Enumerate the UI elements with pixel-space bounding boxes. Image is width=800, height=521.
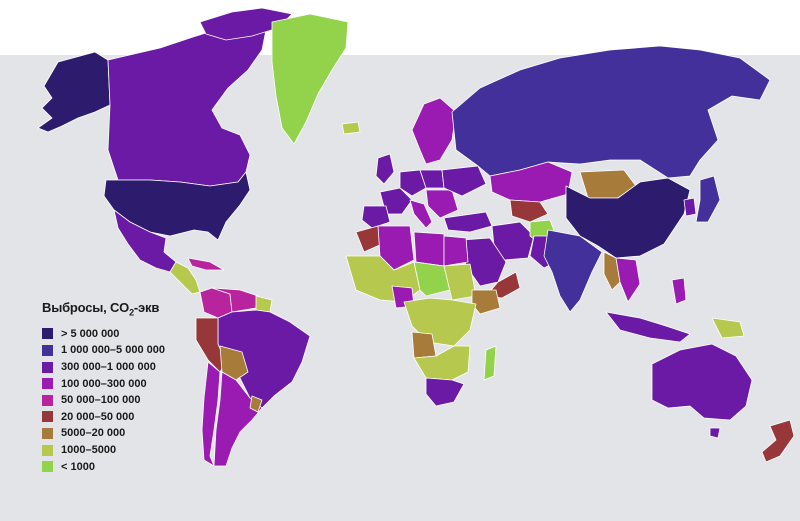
legend-swatch — [42, 444, 53, 456]
legend-row: > 5 000 000 — [42, 326, 256, 343]
legend-row: 100 000–300 000 — [42, 375, 256, 392]
legend-row: 1000–5000 — [42, 442, 256, 459]
country-myanmar — [603, 251, 621, 291]
legend-swatch — [42, 328, 53, 340]
country-australia — [651, 343, 753, 421]
country-cuba — [187, 257, 225, 271]
legend-label: 5000–20 000 — [61, 427, 126, 440]
legend-label: 100 000–300 000 — [61, 377, 147, 390]
legend-row: 5000–20 000 — [42, 425, 256, 442]
country-india — [543, 229, 603, 313]
country-indonesia — [605, 311, 691, 343]
country-alaska — [37, 51, 111, 133]
legend-swatch — [42, 411, 53, 423]
country-central-america — [169, 261, 201, 295]
country-tasmania — [709, 427, 721, 439]
country-scandinavia — [411, 97, 457, 165]
legend-swatch — [42, 344, 53, 356]
legend-label: > 5 000 000 — [61, 327, 120, 340]
country-thailand — [615, 257, 641, 303]
country-south-africa — [425, 377, 465, 407]
country-central-asia-south — [509, 199, 549, 223]
legend-row: 50 000–100 000 — [42, 392, 256, 409]
country-madagascar — [483, 345, 497, 381]
country-japan — [695, 175, 721, 223]
country-bolivia — [219, 345, 249, 381]
country-germany — [399, 169, 427, 197]
country-uk — [375, 153, 395, 185]
country-russia — [451, 45, 771, 179]
country-italy — [409, 199, 433, 229]
country-papua-new-guinea — [711, 317, 745, 339]
legend-label: 20 000–50 000 — [61, 410, 135, 423]
country-turkey — [443, 211, 493, 233]
country-canada — [107, 19, 269, 187]
country-greenland — [271, 13, 349, 145]
map-legend: Выбросы, CO2-экв > 5 000 000 1 000 000–5 … — [36, 300, 256, 475]
legend-row: 300 000–1 000 000 — [42, 359, 256, 376]
country-iceland — [341, 121, 361, 135]
country-angola — [411, 331, 437, 359]
country-argentina — [213, 371, 263, 467]
country-balkans — [425, 189, 459, 219]
country-uruguay — [249, 395, 263, 413]
legend-label: < 1000 — [61, 460, 95, 473]
country-ukraine — [441, 165, 487, 197]
legend-label: 1 000 000–5 000 000 — [61, 344, 165, 357]
country-libya — [413, 231, 445, 267]
legend-label: 50 000–100 000 — [61, 394, 141, 407]
legend-label: 300 000–1 000 000 — [61, 361, 156, 374]
legend-swatch — [42, 427, 53, 439]
country-chile — [201, 361, 221, 467]
country-sudan — [443, 263, 477, 301]
country-algeria — [377, 225, 415, 271]
legend-rows: > 5 000 000 1 000 000–5 000 000 300 000–1 … — [36, 326, 256, 475]
legend-title: Выбросы, CO2-экв — [42, 300, 160, 318]
country-sahel — [413, 261, 451, 297]
country-egypt — [443, 235, 469, 267]
country-spain — [361, 205, 391, 229]
legend-swatch — [42, 378, 53, 390]
country-china — [565, 177, 691, 259]
legend-row: 1 000 000–5 000 000 — [42, 342, 256, 359]
country-korea — [683, 197, 697, 217]
legend-row: 20 000–50 000 — [42, 409, 256, 426]
legend-swatch — [42, 361, 53, 373]
legend-swatch — [42, 394, 53, 406]
country-guianas — [255, 295, 273, 313]
legend-swatch — [42, 461, 53, 473]
country-philippines — [671, 277, 687, 305]
country-new-zealand — [761, 419, 795, 463]
legend-row: < 1000 — [42, 458, 256, 475]
country-ethiopia — [471, 289, 501, 315]
legend-label: 1000–5000 — [61, 444, 117, 457]
